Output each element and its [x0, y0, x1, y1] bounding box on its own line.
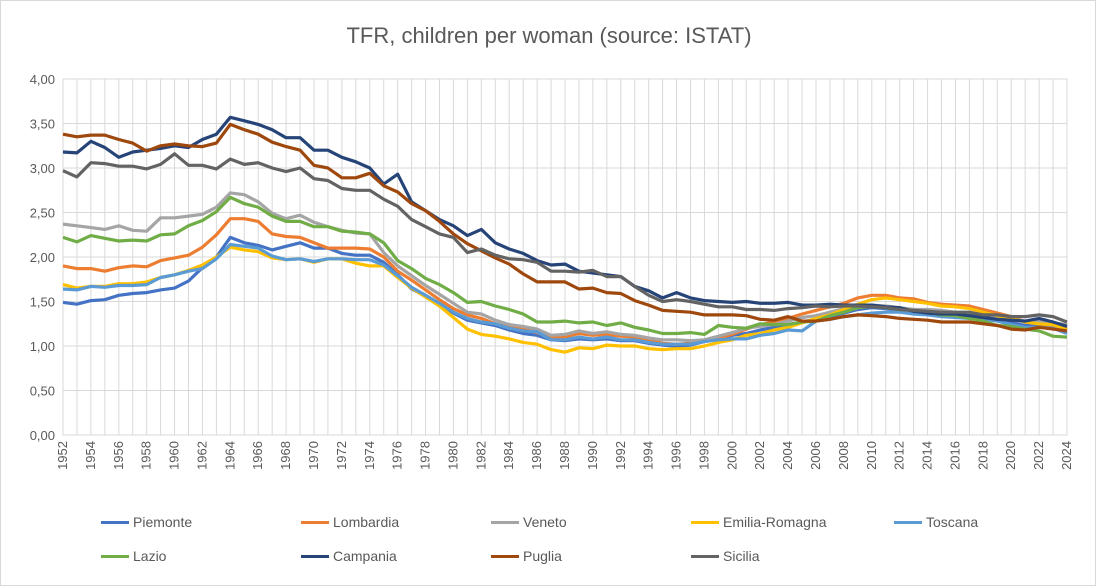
x-tick-label: 1992: [613, 441, 628, 470]
y-tick-label: 2,00: [30, 250, 55, 265]
series-line-lombardia: [62, 217, 1068, 346]
x-tick-label: 1996: [669, 441, 684, 470]
x-tick-label: 1988: [557, 441, 572, 470]
x-tick-label: 2008: [836, 441, 851, 470]
series-line-puglia: [62, 122, 1068, 333]
chart-title: TFR, children per woman (source: ISTAT): [346, 23, 752, 48]
x-tick-label: 2006: [808, 441, 823, 470]
x-tick-label: 1978: [418, 441, 433, 470]
x-tick-label: 2010: [864, 441, 879, 470]
x-tick-label: 2002: [752, 441, 767, 470]
x-tick-label: 1974: [362, 441, 377, 470]
y-tick-label: 2,50: [30, 206, 55, 221]
y-tick-label: 3,00: [30, 161, 55, 176]
x-tick-label: 1968: [278, 441, 293, 470]
x-tick-label: 2018: [975, 441, 990, 470]
x-tick-label: 2000: [724, 441, 739, 470]
x-tick-label: 1954: [83, 441, 98, 470]
y-tick-label: 1,50: [30, 295, 55, 310]
x-tick-label: 1952: [55, 441, 70, 470]
series-line-campania: [62, 115, 1068, 328]
x-tick-label: 1976: [390, 441, 405, 470]
x-tick-label: 1966: [250, 441, 265, 470]
x-tick-label: 1970: [306, 441, 321, 470]
x-tick-label: 1962: [194, 441, 209, 470]
x-tick-label: 1982: [473, 441, 488, 470]
series-line-toscana: [62, 242, 1068, 346]
x-tick-label: 1956: [111, 441, 126, 470]
x-tick-label: 1994: [641, 441, 656, 470]
x-tick-label: 2022: [1031, 441, 1046, 470]
x-tick-label: 2016: [947, 441, 962, 470]
x-tick-label: 1990: [585, 441, 600, 470]
y-tick-label: 4,00: [30, 72, 55, 87]
x-tick-label: 1964: [222, 441, 237, 470]
x-tick-label: 1980: [445, 441, 460, 470]
x-tick-label: 2024: [1059, 441, 1074, 470]
x-tick-label: 1998: [696, 441, 711, 470]
y-tick-label: 3,50: [30, 117, 55, 132]
x-tick-label: 2020: [1003, 441, 1018, 470]
x-tick-label: 2014: [920, 441, 935, 470]
y-tick-label: 0,50: [30, 384, 55, 399]
y-tick-label: 0,00: [30, 428, 55, 443]
series-line-emilia-romagna: [62, 245, 1068, 354]
series-line-sicilia: [62, 152, 1068, 324]
x-tick-label: 1984: [501, 441, 516, 470]
x-tick-label: 2012: [892, 441, 907, 470]
x-tick-label: 1958: [139, 441, 154, 470]
y-tick-label: 1,00: [30, 339, 55, 354]
x-tick-label: 1960: [167, 441, 182, 470]
x-tick-label: 1986: [529, 441, 544, 470]
x-tick-label: 1972: [334, 441, 349, 470]
x-tick-label: 2004: [780, 441, 795, 470]
